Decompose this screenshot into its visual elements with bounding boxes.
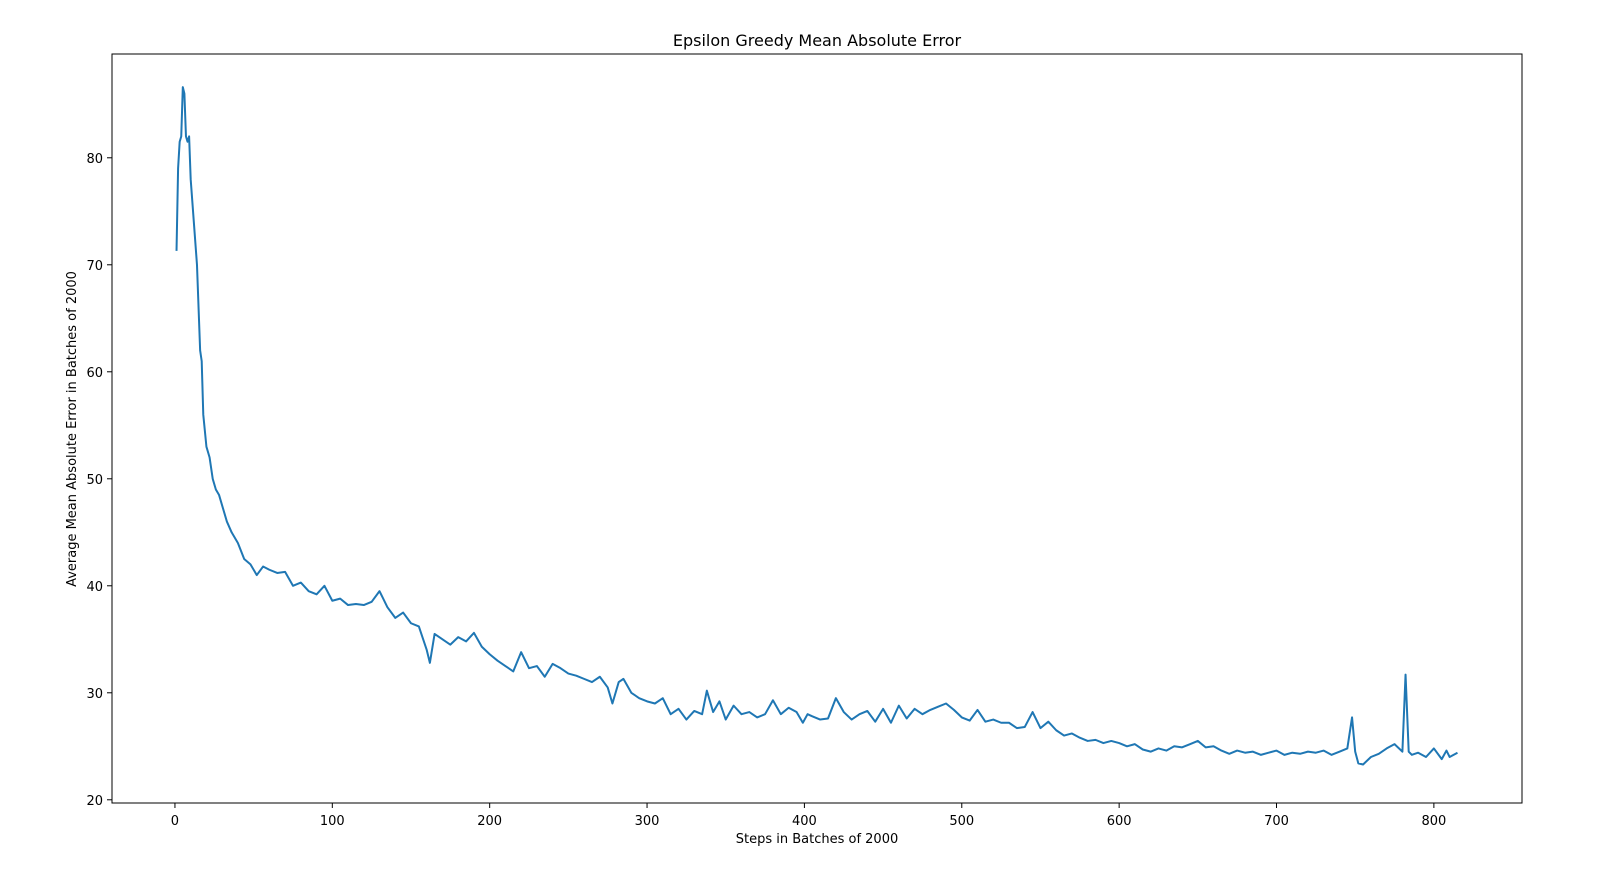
y-axis-label: Average Mean Absolute Error in Batches o… <box>65 271 80 587</box>
x-tick-label: 0 <box>171 814 179 829</box>
x-tick-label: 800 <box>1421 814 1446 829</box>
y-tick-label: 50 <box>86 473 103 488</box>
y-tick-label: 30 <box>86 687 103 702</box>
x-tick-label: 300 <box>635 814 660 829</box>
y-tick-label: 70 <box>86 259 103 274</box>
x-tick-label: 100 <box>320 814 345 829</box>
x-tick-label: 500 <box>949 814 974 829</box>
x-axis-label: Steps in Batches of 2000 <box>736 832 899 847</box>
y-tick-label: 20 <box>86 794 103 809</box>
y-tick-label: 40 <box>86 580 103 595</box>
chart-title: Epsilon Greedy Mean Absolute Error <box>673 31 962 50</box>
data-line <box>175 86 1458 766</box>
x-tick-label: 600 <box>1107 814 1132 829</box>
y-tick-label: 80 <box>86 152 103 167</box>
x-tick-label: 700 <box>1264 814 1289 829</box>
x-tick-label: 200 <box>477 814 502 829</box>
plot-frame <box>111 53 1523 804</box>
x-tick-label: 400 <box>792 814 817 829</box>
y-tick-label: 60 <box>86 366 103 381</box>
